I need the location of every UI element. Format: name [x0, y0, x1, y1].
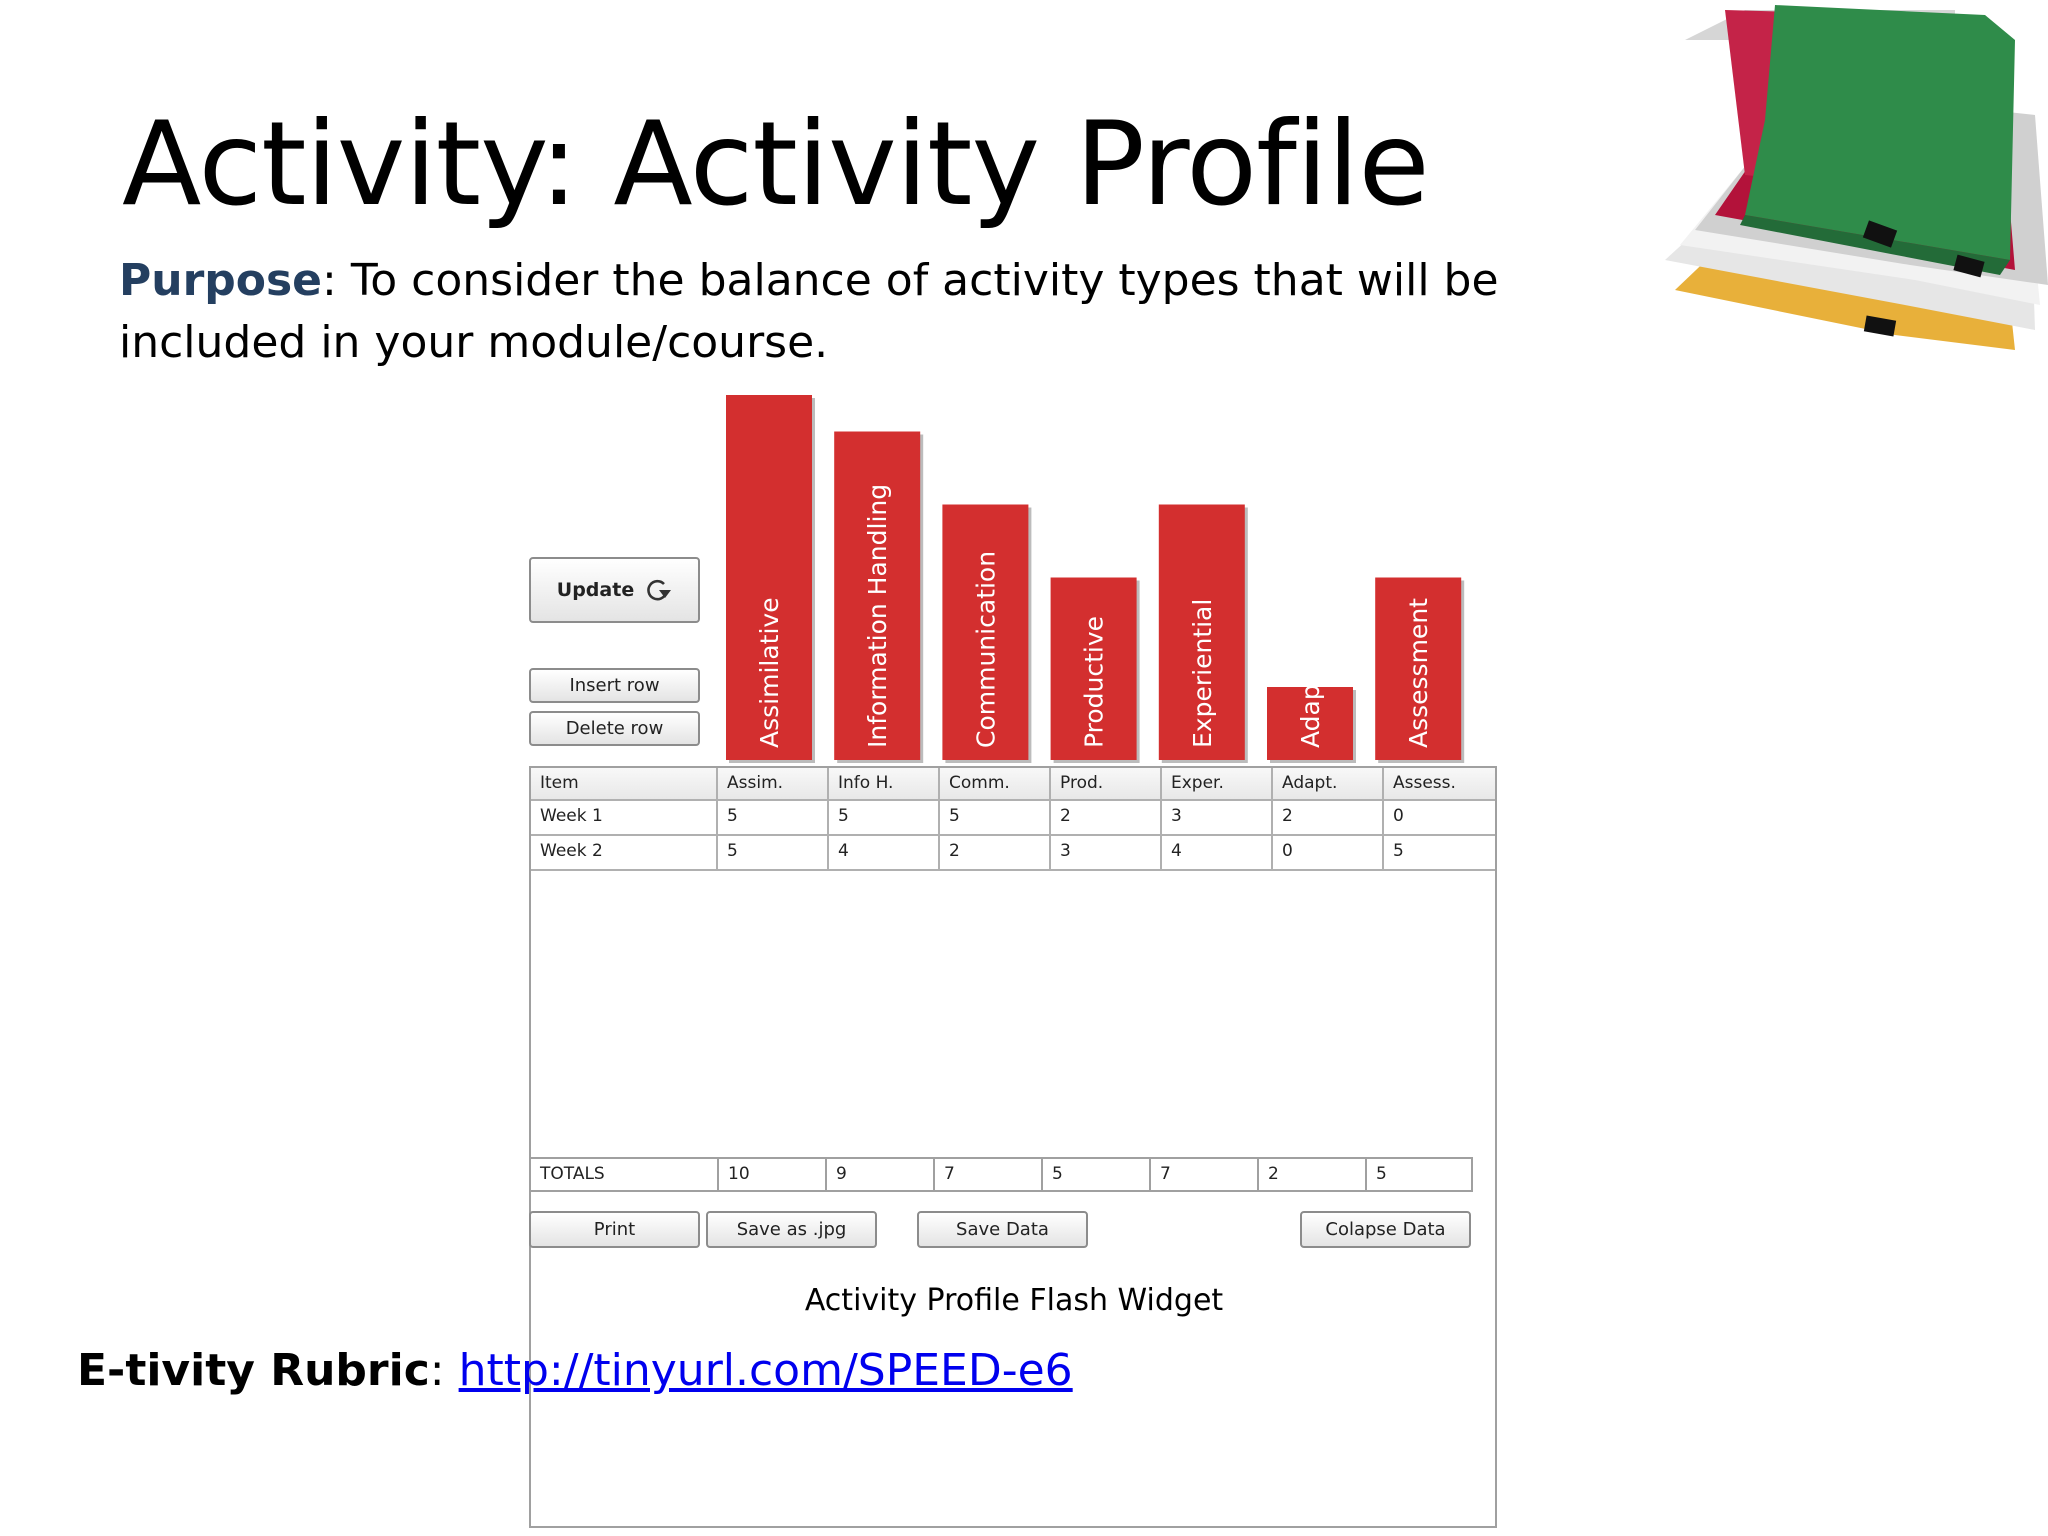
bar-label: Assimilative — [755, 597, 784, 748]
table-cell[interactable]: 4 — [829, 836, 940, 869]
rubric-label: E-tivity Rubric — [77, 1345, 430, 1396]
bar-label: Information Handling — [863, 484, 892, 748]
bar-information-handling — [834, 431, 921, 760]
table-header-cell: Comm. — [940, 768, 1051, 799]
update-button[interactable]: Update — [529, 557, 700, 623]
totals-cell: 5 — [1365, 1157, 1473, 1192]
table-cell[interactable]: 5 — [718, 836, 829, 869]
bar-experiential — [1158, 504, 1245, 760]
totals-cell: 9 — [825, 1157, 933, 1192]
table-cell[interactable]: 0 — [1273, 836, 1384, 869]
table-cell[interactable]: 3 — [1162, 801, 1273, 834]
insert-row-button[interactable]: Insert row — [529, 668, 700, 703]
table-cell[interactable]: 5 — [940, 801, 1051, 834]
table-row[interactable]: Week 1 5 5 5 2 3 2 0 — [531, 801, 1495, 836]
totals-label: TOTALS — [529, 1157, 717, 1192]
totals-cell: 7 — [1149, 1157, 1257, 1192]
activity-table: Item Assim. Info H. Comm. Prod. Exper. A… — [529, 766, 1497, 1528]
widget-caption: Activity Profile Flash Widget — [804, 1283, 1224, 1318]
slide-title: Activity: Activity Profile — [122, 97, 1430, 232]
table-cell[interactable]: 3 — [1051, 836, 1162, 869]
table-cell[interactable]: 0 — [1393, 806, 1404, 826]
bar-assessment — [1375, 577, 1462, 760]
rubric-separator: : — [429, 1345, 459, 1396]
refresh-icon — [647, 579, 672, 601]
bar-label: Adaptive — [1296, 637, 1325, 748]
activity-bar-chart: Assimilative Information Handling Communic… — [726, 395, 1465, 763]
save-data-button[interactable]: Save Data — [917, 1211, 1088, 1248]
totals-cell: 2 — [1257, 1157, 1365, 1192]
table-header-cell: Info H. — [829, 768, 940, 799]
bar-label: Communication — [971, 551, 1000, 748]
bar-productive — [1050, 577, 1137, 760]
table-header-cell: Assess. — [1393, 773, 1456, 793]
totals-row: TOTALS 10 9 7 5 7 2 5 — [529, 1157, 1474, 1192]
save-jpg-button[interactable]: Save as .jpg — [706, 1211, 877, 1248]
table-header-row: Item Assim. Info H. Comm. Prod. Exper. A… — [531, 768, 1495, 801]
table-header-cell: Assim. — [718, 768, 829, 799]
table-header-cell: Exper. — [1162, 768, 1273, 799]
purpose-label: Purpose — [119, 255, 323, 306]
folders-image — [1665, 5, 2048, 350]
totals-cell: 7 — [933, 1157, 1041, 1192]
table-cell[interactable]: 2 — [940, 836, 1051, 869]
bar-label: Productive — [1080, 616, 1109, 748]
table-cell[interactable]: 5 — [1393, 841, 1404, 861]
bar-label: Assessment — [1404, 598, 1433, 748]
bar-label: Experiential — [1188, 599, 1217, 748]
rubric-line: E-tivity Rubric: http://tinyurl.com/SPEE… — [77, 1345, 1073, 1396]
table-cell[interactable]: 5 — [829, 801, 940, 834]
delete-row-button[interactable]: Delete row — [529, 711, 700, 746]
bar-communication — [942, 504, 1029, 760]
bar-assimilative — [726, 395, 812, 760]
table-header-cell: Item — [531, 768, 718, 799]
table-cell[interactable]: 5 — [718, 801, 829, 834]
update-label: Update — [556, 579, 635, 601]
purpose-body: To consider the balance of activity type… — [119, 255, 1499, 368]
table-cell[interactable]: 4 — [1162, 836, 1273, 869]
purpose-separator: : — [322, 255, 337, 306]
table-cell[interactable]: Week 1 — [531, 801, 718, 834]
table-header-cell: Prod. — [1051, 768, 1162, 799]
table-cell[interactable]: Week 2 — [531, 836, 718, 869]
table-cell[interactable]: 2 — [1051, 801, 1162, 834]
table-cell[interactable]: 2 — [1273, 801, 1384, 834]
activity-profile-widget: Assimilative Information Handling Communic… — [525, 385, 1505, 1528]
table-header-cell: Adapt. — [1273, 768, 1384, 799]
print-button[interactable]: Print — [529, 1211, 700, 1248]
rubric-link[interactable]: http://tinyurl.com/SPEED-e6 — [458, 1345, 1073, 1396]
bar-adaptive — [1267, 687, 1353, 760]
totals-cell: 5 — [1041, 1157, 1149, 1192]
purpose-text: Purpose: To consider the balance of acti… — [119, 250, 1499, 374]
table-row[interactable]: Week 2 5 4 2 3 4 0 5 — [531, 836, 1495, 871]
totals-cell: 10 — [717, 1157, 825, 1192]
collapse-data-button[interactable]: Colapse Data — [1300, 1211, 1471, 1248]
